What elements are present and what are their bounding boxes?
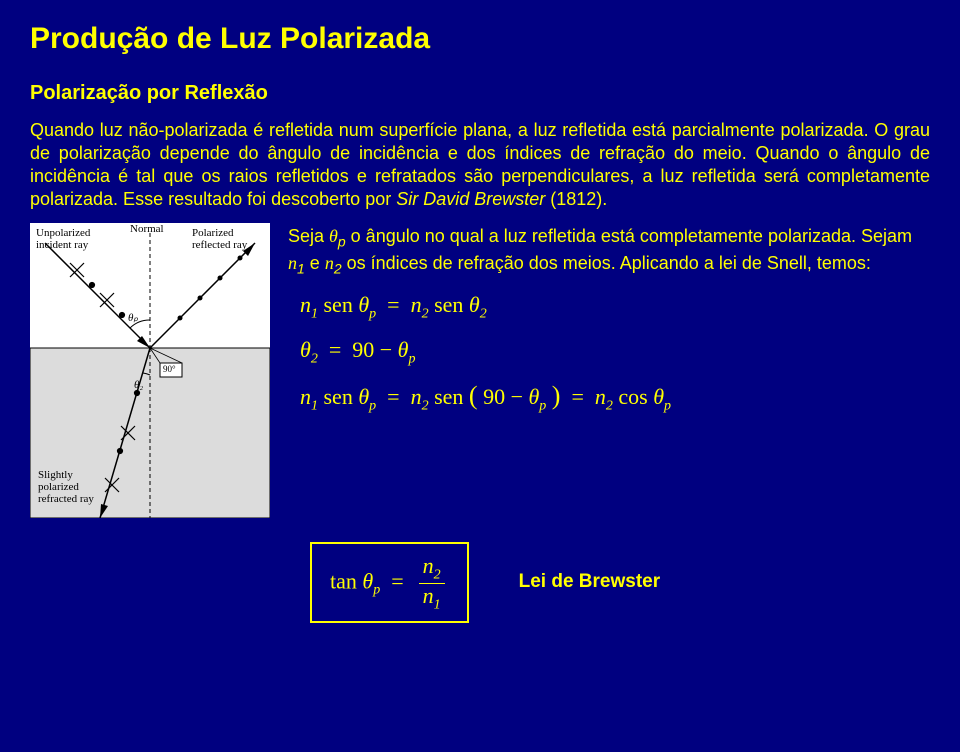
eq4-num-n: n <box>423 553 434 578</box>
eq1-sen1: sen <box>324 292 353 317</box>
eq3-cos: cos <box>618 384 647 409</box>
rp-n1: n <box>288 253 297 273</box>
eq4-thetap: θ <box>362 568 373 593</box>
fig-label-slight-1: Slightly <box>38 469 73 481</box>
fig-angle-p: θₚ <box>128 311 138 324</box>
bottom-row: tan θp = n2 n1 Lei de Brewster <box>310 542 930 623</box>
eq3-n2a: n <box>411 384 422 409</box>
eq4-den-sub: 1 <box>434 597 441 612</box>
eq3-n2a-sub: 2 <box>422 398 429 413</box>
eq3-eq2: = <box>566 384 595 409</box>
eq3-sen2: sen <box>434 384 469 409</box>
fig-angle-2: θ₂ <box>134 379 143 391</box>
eq1-thetap-sub: p <box>369 307 376 322</box>
eq4-thetap-sub: p <box>373 583 380 598</box>
brewster-name: Sir David Brewster <box>396 189 545 209</box>
eq2-theta2: θ <box>300 337 311 362</box>
eq4-num-sub: 2 <box>434 568 441 583</box>
rp-n1-sub: 1 <box>297 260 305 276</box>
eq4-eq: = <box>386 568 415 593</box>
eq1-n1: n <box>300 292 311 317</box>
eq4-num: n2 <box>419 554 445 584</box>
eq1-theta2-sub: 2 <box>480 307 487 322</box>
eq4-den-n: n <box>423 583 434 608</box>
fig-label-unpolarized-2: incident ray <box>36 239 88 251</box>
eq1-n1-sub: 1 <box>311 307 318 322</box>
fig-angle-90: 90° <box>163 364 176 374</box>
eq3-lparen: ( <box>469 381 478 410</box>
eq2-theta2-sub: 2 <box>311 351 318 366</box>
eq3-n2b-sub: 2 <box>606 398 613 413</box>
eq1-theta-p: θ <box>358 292 369 317</box>
eq3-thetap2-sub: p <box>539 398 546 413</box>
eq1-eq: = <box>382 292 411 317</box>
brewster-year: (1812). <box>545 189 607 209</box>
rp-d: os índices de refração dos meios. Aplica… <box>342 253 871 273</box>
paragraph-1: Quando luz não-polarizada é refletida nu… <box>30 119 930 211</box>
fig-label-normal: Normal <box>130 223 164 235</box>
eq2-thetap: θ <box>398 337 409 362</box>
eq3-thetap1-sub: p <box>369 398 376 413</box>
eq2-eq: = 90 − <box>323 337 397 362</box>
fig-label-slight-2: polarized <box>38 481 79 493</box>
eq1-n2: n <box>411 292 422 317</box>
eq4-tan: tan <box>330 568 357 593</box>
eq3-thetap2: θ <box>528 384 539 409</box>
rp-a: Seja <box>288 226 329 246</box>
eq3-n1: n <box>300 384 311 409</box>
fig-label-polarized-1: Polarized <box>192 227 234 239</box>
eq3-sen1: sen <box>324 384 353 409</box>
fig-label-unpolarized-1: Unpolarized <box>36 227 90 239</box>
fig-label-polarized-2: reflected ray <box>192 239 247 251</box>
right-column: Seja θp o ângulo no qual a luz refletida… <box>288 223 930 518</box>
eq3-thetap3: θ <box>653 384 664 409</box>
equation-2: θ2 = 90 − θp <box>300 337 930 367</box>
eq3-n2b: n <box>595 384 606 409</box>
eq3-rparen: ) <box>552 381 561 410</box>
eq3-thetap1: θ <box>358 384 369 409</box>
eq3-90: 90 − <box>483 384 528 409</box>
brewster-law-box: tan θp = n2 n1 <box>310 542 469 623</box>
right-paragraph: Seja θp o ângulo no qual a luz refletida… <box>288 225 930 278</box>
polarization-diagram: Unpolarized incident ray Normal Polarize… <box>30 223 270 518</box>
content-row: Unpolarized incident ray Normal Polarize… <box>30 223 930 518</box>
equation-1: n1 sen θp = n2 sen θ2 <box>300 292 930 322</box>
eq1-sen2: sen <box>434 292 463 317</box>
eq2-thetap-sub: p <box>408 351 415 366</box>
eq4-frac: n2 n1 <box>419 554 445 613</box>
eq3-eq1: = <box>382 384 411 409</box>
eq1-theta2: θ <box>469 292 480 317</box>
eq4-den: n1 <box>419 584 445 613</box>
rp-b: o ângulo no qual a luz refletida está co… <box>346 226 912 246</box>
section-subtitle: Polarização por Reflexão <box>30 82 930 105</box>
eq3-thetap3-sub: p <box>664 398 671 413</box>
rp-theta-sub: p <box>338 234 346 250</box>
rp-n2-sub: 2 <box>334 260 342 276</box>
rp-c: e <box>305 253 325 273</box>
rp-n2: n <box>325 253 334 273</box>
page-title: Produção de Luz Polarizada <box>30 22 930 56</box>
equation-3: n1 sen θp = n2 sen ( 90 − θp ) = n2 cos … <box>300 381 930 414</box>
rp-theta: θ <box>329 226 338 246</box>
eq1-n2-sub: 2 <box>422 307 429 322</box>
eq3-n1-sub: 1 <box>311 398 318 413</box>
brewster-law-label: Lei de Brewster <box>519 571 661 593</box>
fig-label-slight-3: refracted ray <box>38 493 94 505</box>
